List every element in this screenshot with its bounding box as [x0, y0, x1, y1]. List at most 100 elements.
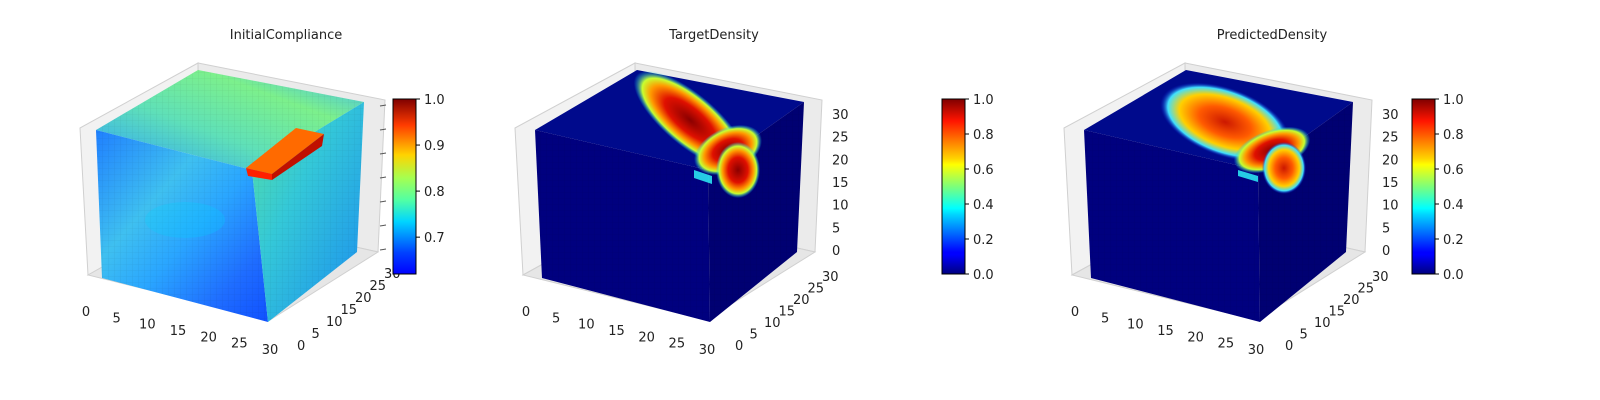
tick-label: 0: [522, 305, 530, 320]
tick-label: 30: [262, 343, 279, 358]
tick-label: 10: [1382, 199, 1399, 214]
chart-title: TargetDensity: [668, 28, 759, 43]
x-axis-ticks: 0 5 10 15 20 25 30: [522, 305, 715, 358]
tick-label: 15: [170, 324, 187, 339]
tick-label: 20: [1382, 153, 1399, 168]
tick-label: 15: [608, 324, 625, 339]
tick-label: 30: [832, 108, 849, 123]
colorbar-gradient: [941, 98, 966, 275]
tick-label: 0.6: [973, 163, 994, 178]
tick-label: 15: [1157, 324, 1174, 339]
x-axis-ticks: 0 5 10 15 20 25 30: [82, 305, 278, 358]
panel-predicted-density: PredictedDensity 0 5 10 15 20 25 30 0510152025…: [1063, 28, 1464, 358]
tick-label: 20: [793, 293, 810, 308]
tick-label: 0: [1285, 339, 1293, 354]
tick-label: 25: [1218, 337, 1235, 352]
tick-label: 5: [1101, 311, 1109, 326]
tick-label: 10: [139, 318, 156, 333]
tick-label: 25: [808, 282, 825, 297]
tick-label: 15: [341, 303, 358, 318]
z-axis-ticks: 0 5 10 15 20 25 30: [1382, 108, 1399, 259]
tick-label: 20: [1187, 330, 1204, 345]
tick-label: 20: [1343, 293, 1360, 308]
tick-label: 30: [699, 343, 716, 358]
tick-label: 30: [1248, 343, 1265, 358]
tick-label: 30: [1382, 108, 1399, 123]
colorbar: 0.0 0.2 0.4 0.6 0.8 1.0: [1411, 93, 1464, 283]
tick-label: 5: [312, 327, 320, 342]
panel-target-density: TargetDensity 0 5 10 15 20 25 30 051015202530 …: [514, 28, 994, 358]
tick-label: 0.2: [973, 233, 994, 248]
z-tick-mark: [379, 152, 387, 155]
tick-label: 5: [113, 311, 121, 326]
z-tick-mark: [379, 200, 387, 203]
panel-initial-compliance: InitialCompliance 0 5 10 15 20 25 30 051015202…: [79, 28, 445, 358]
tick-label: 10: [326, 315, 343, 330]
z-tick-mark: [379, 224, 387, 227]
tick-label: 0.8: [1443, 128, 1464, 143]
voxel-cube: [1084, 70, 1353, 322]
tick-label: 20: [832, 153, 849, 168]
tick-label: 0.0: [1443, 268, 1464, 283]
tick-label: 10: [764, 316, 781, 331]
tick-label: 25: [231, 337, 248, 352]
chart-title: PredictedDensity: [1217, 28, 1328, 43]
tick-label: 5: [750, 328, 758, 343]
z-tick-mark: [379, 248, 387, 251]
tick-label: 0.9: [424, 139, 445, 154]
tick-label: 25: [832, 131, 849, 146]
tick-label: 15: [1329, 305, 1346, 320]
tick-label: 10: [578, 318, 595, 333]
tick-label: 0: [82, 305, 90, 320]
colorbar: 0.0 0.2 0.4 0.6 0.8 1.0: [941, 93, 994, 283]
tick-label: 0.6: [1443, 163, 1464, 178]
colorbar-gradient: [392, 98, 417, 275]
tick-label: 0.0: [973, 268, 994, 283]
tick-label: 20: [638, 330, 655, 345]
tick-label: 0: [1382, 244, 1390, 259]
tick-label: 0.4: [1443, 198, 1464, 213]
tick-label: 1.0: [424, 93, 445, 108]
tick-label: 20: [200, 330, 217, 345]
tick-label: 0: [735, 339, 743, 354]
tick-label: 0.8: [973, 128, 994, 143]
tick-label: 5: [1300, 328, 1308, 343]
tick-label: 1.0: [1443, 93, 1464, 108]
tick-label: 0: [832, 244, 840, 259]
tick-label: 5: [552, 311, 560, 326]
z-tick-mark: [379, 104, 387, 107]
z-tick-mark: [379, 176, 387, 179]
tick-label: 25: [1382, 131, 1399, 146]
tick-label: 1.0: [973, 93, 994, 108]
tick-label: 25: [1358, 282, 1375, 297]
colorbar: 0.7 0.8 0.9 1.0: [392, 93, 445, 275]
tick-label: 0: [1071, 305, 1079, 320]
tick-label: 15: [779, 305, 796, 320]
tick-label: 10: [832, 199, 849, 214]
z-tick-mark: [379, 128, 387, 131]
tick-label: 10: [1127, 318, 1144, 333]
tick-label: 15: [1382, 176, 1399, 191]
voxel-cube: [96, 70, 364, 322]
tick-label: 0.7: [424, 231, 445, 246]
tick-label: 5: [832, 221, 840, 236]
tick-label: 15: [832, 176, 849, 191]
x-axis-ticks: 0 5 10 15 20 25 30: [1071, 305, 1264, 358]
tick-label: 0.4: [973, 198, 994, 213]
tick-label: 25: [669, 337, 686, 352]
tick-label: 25: [370, 279, 387, 294]
tick-label: 30: [822, 270, 839, 285]
tick-label: 5: [1382, 221, 1390, 236]
voxel-cube: [535, 70, 804, 322]
z-axis-ticks: 0 5 10 15 20 25 30: [832, 108, 849, 259]
tick-label: 30: [1372, 270, 1389, 285]
tick-label: 0.8: [424, 185, 445, 200]
chart-title: InitialCompliance: [230, 28, 343, 43]
tick-label: 0.2: [1443, 233, 1464, 248]
colorbar-gradient: [1411, 98, 1436, 275]
tick-label: 10: [1314, 316, 1331, 331]
